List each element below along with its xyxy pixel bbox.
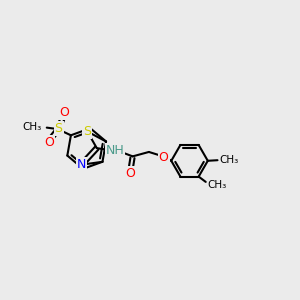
Text: CH₃: CH₃ xyxy=(220,155,239,165)
Text: CH₃: CH₃ xyxy=(22,122,42,132)
Text: O: O xyxy=(125,167,135,180)
Text: S: S xyxy=(55,122,62,135)
Text: N: N xyxy=(77,158,86,171)
Text: CH₃: CH₃ xyxy=(208,180,227,190)
Text: O: O xyxy=(159,151,169,164)
Text: O: O xyxy=(44,136,54,148)
Text: NH: NH xyxy=(106,144,124,157)
Text: S: S xyxy=(83,125,91,138)
Text: O: O xyxy=(59,106,69,119)
